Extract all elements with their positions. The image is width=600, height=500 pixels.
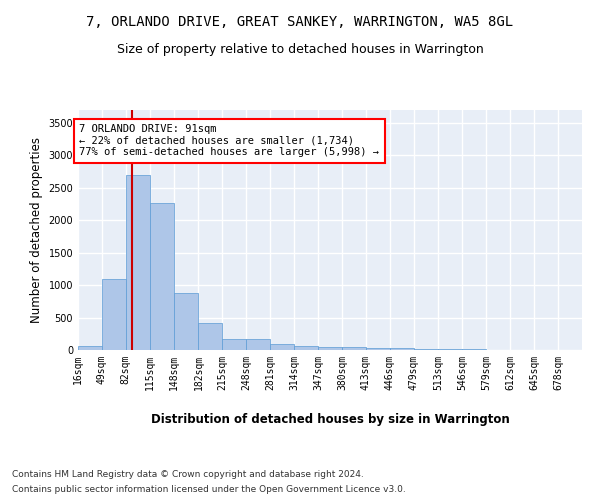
Bar bbox=[174, 293, 199, 350]
Text: Distribution of detached houses by size in Warrington: Distribution of detached houses by size … bbox=[151, 412, 509, 426]
Bar bbox=[318, 347, 342, 350]
Bar bbox=[223, 338, 246, 350]
Bar bbox=[150, 203, 174, 350]
Bar bbox=[199, 324, 223, 350]
Bar bbox=[126, 175, 150, 350]
Bar bbox=[414, 349, 439, 350]
Text: Contains public sector information licensed under the Open Government Licence v3: Contains public sector information licen… bbox=[12, 485, 406, 494]
Text: Size of property relative to detached houses in Warrington: Size of property relative to detached ho… bbox=[116, 42, 484, 56]
Bar bbox=[390, 348, 414, 350]
Bar bbox=[366, 348, 390, 350]
Bar bbox=[78, 346, 102, 350]
Text: 7 ORLANDO DRIVE: 91sqm
← 22% of detached houses are smaller (1,734)
77% of semi-: 7 ORLANDO DRIVE: 91sqm ← 22% of detached… bbox=[79, 124, 379, 158]
Bar bbox=[270, 344, 294, 350]
Bar bbox=[102, 278, 126, 350]
Bar bbox=[294, 346, 318, 350]
Text: 7, ORLANDO DRIVE, GREAT SANKEY, WARRINGTON, WA5 8GL: 7, ORLANDO DRIVE, GREAT SANKEY, WARRINGT… bbox=[86, 15, 514, 29]
Bar bbox=[342, 347, 366, 350]
Text: Contains HM Land Registry data © Crown copyright and database right 2024.: Contains HM Land Registry data © Crown c… bbox=[12, 470, 364, 479]
Bar bbox=[246, 338, 270, 350]
Y-axis label: Number of detached properties: Number of detached properties bbox=[30, 137, 43, 323]
